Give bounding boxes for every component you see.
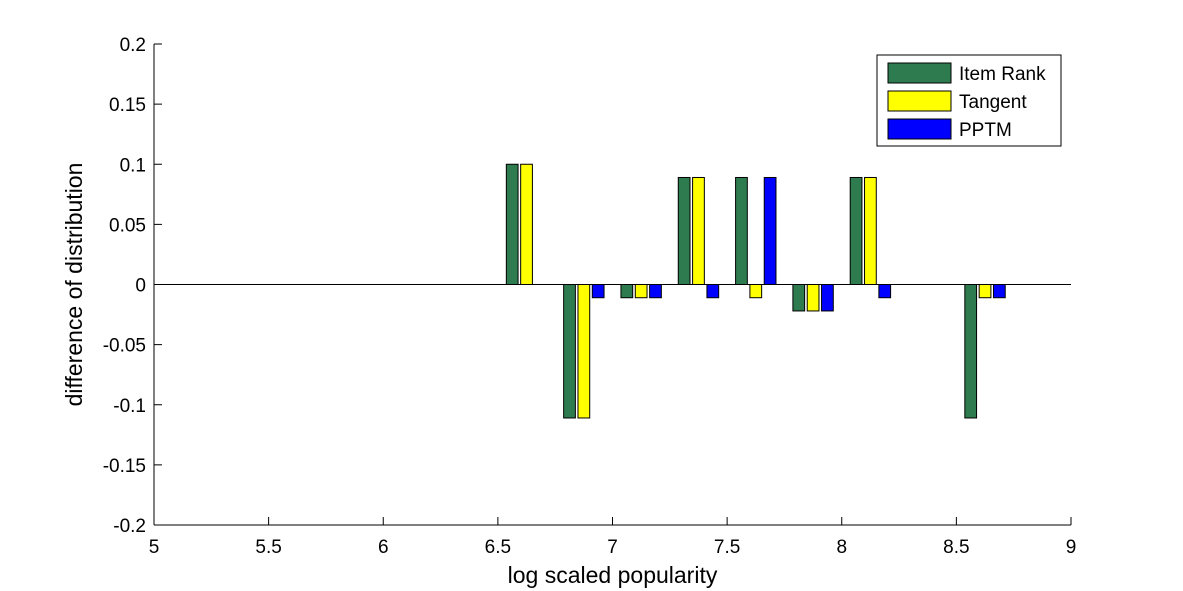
x-tick-label: 7 (607, 537, 618, 558)
bar (620, 284, 634, 299)
legend-swatch (887, 90, 952, 112)
y-tick-label: 0.05 (109, 215, 146, 236)
legend-label: Item Rank (959, 64, 1046, 85)
x-tick-label: 8.5 (943, 537, 969, 558)
legend: Item Rank Tangent PPTM (876, 54, 1062, 147)
bar (735, 176, 748, 285)
bar (878, 284, 892, 299)
bar (763, 176, 777, 285)
bar (978, 284, 992, 299)
bar (634, 284, 648, 299)
bar (992, 284, 1006, 299)
bar (692, 176, 705, 285)
bar (792, 284, 806, 312)
x-axis-title: log scaled popularity (508, 562, 718, 588)
bar (505, 163, 519, 285)
y-tick-label: 0 (135, 276, 146, 297)
legend-label: Tangent (959, 92, 1027, 113)
bar (821, 284, 834, 312)
bar (591, 284, 605, 299)
x-tick-label: 5 (149, 537, 160, 558)
x-tick-label: 6.5 (485, 537, 511, 558)
bar (677, 176, 691, 285)
x-tick-label: 9 (1066, 537, 1077, 558)
y-tick-label: -0.1 (113, 396, 146, 417)
bar (964, 284, 978, 419)
y-tick-label: 0.1 (120, 155, 146, 176)
bar (849, 176, 863, 285)
bar (706, 284, 720, 299)
x-tick-label: 6 (378, 537, 389, 558)
x-tick-label: 8 (836, 537, 847, 558)
bar (563, 284, 576, 419)
bar (749, 284, 763, 299)
y-tick-label: 0.2 (120, 35, 146, 56)
x-tick-label: 7.5 (714, 537, 740, 558)
legend-swatch (887, 118, 952, 140)
y-tick-label: -0.2 (113, 516, 146, 537)
bar (577, 284, 591, 419)
y-tick-label: 0.15 (109, 95, 146, 116)
axes (153, 43, 1072, 526)
legend-swatch (887, 62, 952, 84)
tick-labels: 5 5.5 6 6.5 7 7.5 8 8.5 9 0.2 0.15 0.1 0.05 0 -0.05 -0.… (103, 35, 1077, 558)
x-tick-label: 5.5 (255, 537, 281, 558)
y-tick-label: -0.05 (103, 336, 146, 357)
bar (649, 284, 662, 299)
bar (864, 176, 877, 285)
y-tick-label: -0.15 (103, 456, 146, 477)
bar (520, 163, 533, 285)
y-axis-title: difference of distribution (61, 163, 87, 407)
legend-label: PPTM (959, 120, 1012, 141)
bar (806, 284, 820, 312)
